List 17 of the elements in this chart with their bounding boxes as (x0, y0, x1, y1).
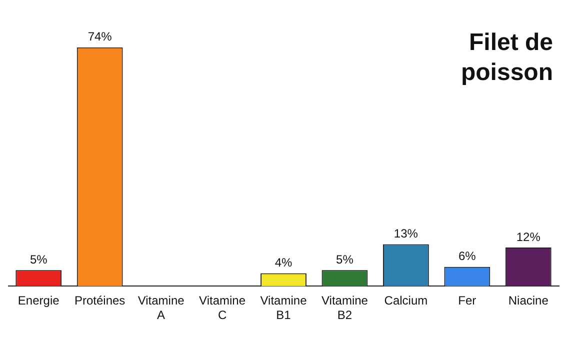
x-tick-label: Energie (18, 294, 60, 308)
data-label: 13% (394, 226, 418, 241)
data-label: 5% (336, 252, 354, 266)
data-label: 74% (88, 30, 112, 44)
x-tick-label: Niacine (508, 294, 549, 308)
x-tick-label: Vitamine C (199, 294, 246, 322)
x-tick-label: Vitamine B2 (321, 294, 368, 322)
chart-title: Filet de poisson (460, 28, 553, 88)
x-tick-label: Fer (458, 294, 476, 308)
x-tick-label: Vitamine A (138, 294, 185, 322)
data-label: 6% (458, 249, 476, 264)
data-label: 12% (516, 230, 541, 244)
x-tick-label: Protéines (74, 294, 126, 308)
data-label: 4% (274, 256, 292, 270)
data-label: 5% (30, 252, 48, 266)
x-tick-label: Calcium (384, 294, 428, 308)
x-tick-label: Vitamine B1 (260, 294, 308, 322)
